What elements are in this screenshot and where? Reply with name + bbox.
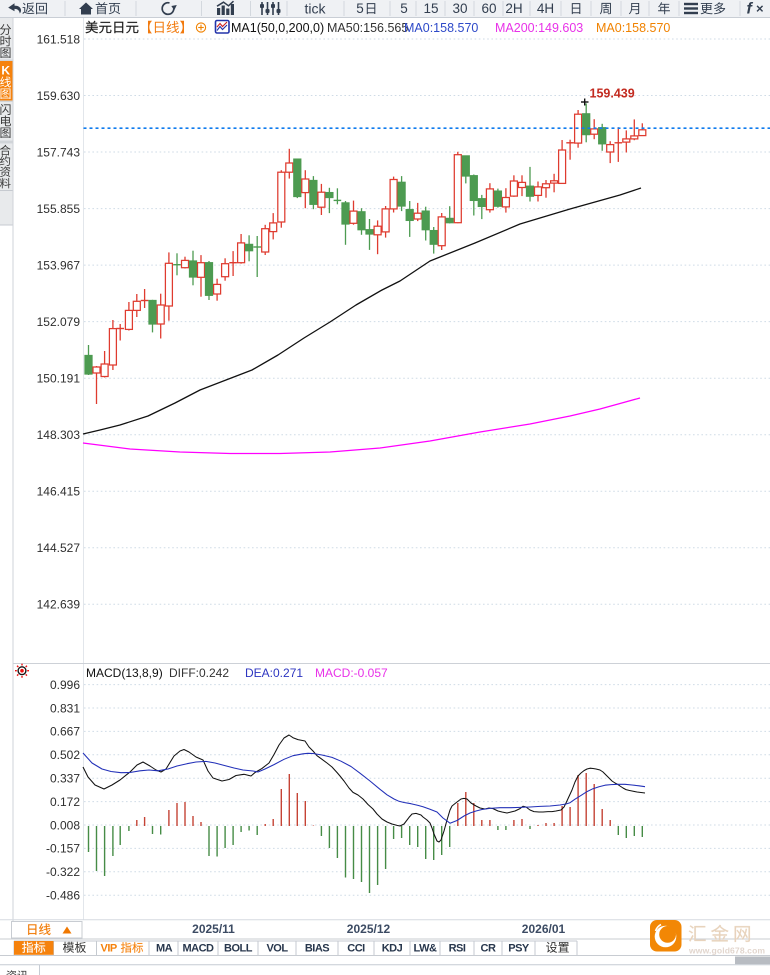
svg-text:159.439: 159.439 <box>590 87 635 101</box>
svg-text:MA0:158.570: MA0:158.570 <box>404 21 478 35</box>
svg-text:CR: CR <box>481 943 496 955</box>
svg-text:2025/12: 2025/12 <box>347 922 391 936</box>
svg-text:0.996: 0.996 <box>50 678 80 692</box>
svg-text:2025/11: 2025/11 <box>192 922 235 936</box>
svg-text:DIFF:0.242: DIFF:0.242 <box>169 666 229 680</box>
svg-text:150.191: 150.191 <box>37 372 81 386</box>
svg-text:0.667: 0.667 <box>50 725 80 739</box>
svg-text:BIAS: BIAS <box>305 943 329 955</box>
svg-text:MACD: MACD <box>183 943 215 955</box>
svg-text:2H: 2H <box>505 1 522 16</box>
svg-text:PSY: PSY <box>508 943 530 955</box>
svg-text:MACD(13,8,9): MACD(13,8,9) <box>86 666 163 680</box>
svg-text:-0.157: -0.157 <box>46 842 80 856</box>
svg-text:5: 5 <box>400 1 408 16</box>
svg-text:60: 60 <box>481 1 496 16</box>
svg-text:161.518: 161.518 <box>37 32 81 46</box>
svg-text:0.172: 0.172 <box>50 795 80 809</box>
svg-text:155.855: 155.855 <box>37 202 81 216</box>
svg-text:0.008: 0.008 <box>50 818 80 832</box>
svg-text:2026/01: 2026/01 <box>522 922 566 936</box>
svg-text:K: K <box>1 64 10 78</box>
svg-text:MA1(50,0,200,0): MA1(50,0,200,0) <box>231 21 324 35</box>
svg-text:144.527: 144.527 <box>37 541 81 555</box>
svg-text:BOLL: BOLL <box>224 943 253 955</box>
svg-text:153.967: 153.967 <box>37 258 81 272</box>
svg-text:5: 5 <box>356 1 364 16</box>
svg-text:LW&: LW& <box>414 943 437 955</box>
svg-text:RSI: RSI <box>449 943 466 955</box>
svg-text:-0.322: -0.322 <box>46 865 80 879</box>
svg-text:VOL: VOL <box>266 943 288 955</box>
svg-text:157.743: 157.743 <box>37 145 81 159</box>
svg-text:-0.486: -0.486 <box>46 889 80 903</box>
svg-text:MA50:156.565: MA50:156.565 <box>327 21 408 35</box>
svg-text:VIP: VIP <box>101 943 117 955</box>
svg-text:0.831: 0.831 <box>50 701 80 715</box>
svg-text:MACD:-0.057: MACD:-0.057 <box>315 666 388 680</box>
svg-text:MA0:158.570: MA0:158.570 <box>596 21 670 35</box>
svg-text:4H: 4H <box>537 1 554 16</box>
svg-text:30: 30 <box>452 1 467 16</box>
svg-text:tick: tick <box>305 1 327 17</box>
svg-text:152.079: 152.079 <box>37 315 81 329</box>
svg-text:146.415: 146.415 <box>37 485 81 499</box>
svg-text:MA200:149.603: MA200:149.603 <box>495 21 583 35</box>
svg-text:148.303: 148.303 <box>37 428 81 442</box>
svg-text:0.337: 0.337 <box>50 772 80 786</box>
svg-text:www.gold678.com: www.gold678.com <box>688 946 765 956</box>
svg-text:f: f <box>747 1 754 18</box>
svg-text:MA: MA <box>156 943 173 955</box>
svg-text:159.630: 159.630 <box>37 89 81 103</box>
svg-text:15: 15 <box>423 1 438 16</box>
svg-text:×: × <box>756 1 764 16</box>
svg-text:142.639: 142.639 <box>37 598 81 612</box>
svg-text:DEA:0.271: DEA:0.271 <box>245 666 303 680</box>
svg-text:CCI: CCI <box>347 943 365 955</box>
svg-text:KDJ: KDJ <box>382 943 403 955</box>
svg-text:0.502: 0.502 <box>50 748 80 762</box>
